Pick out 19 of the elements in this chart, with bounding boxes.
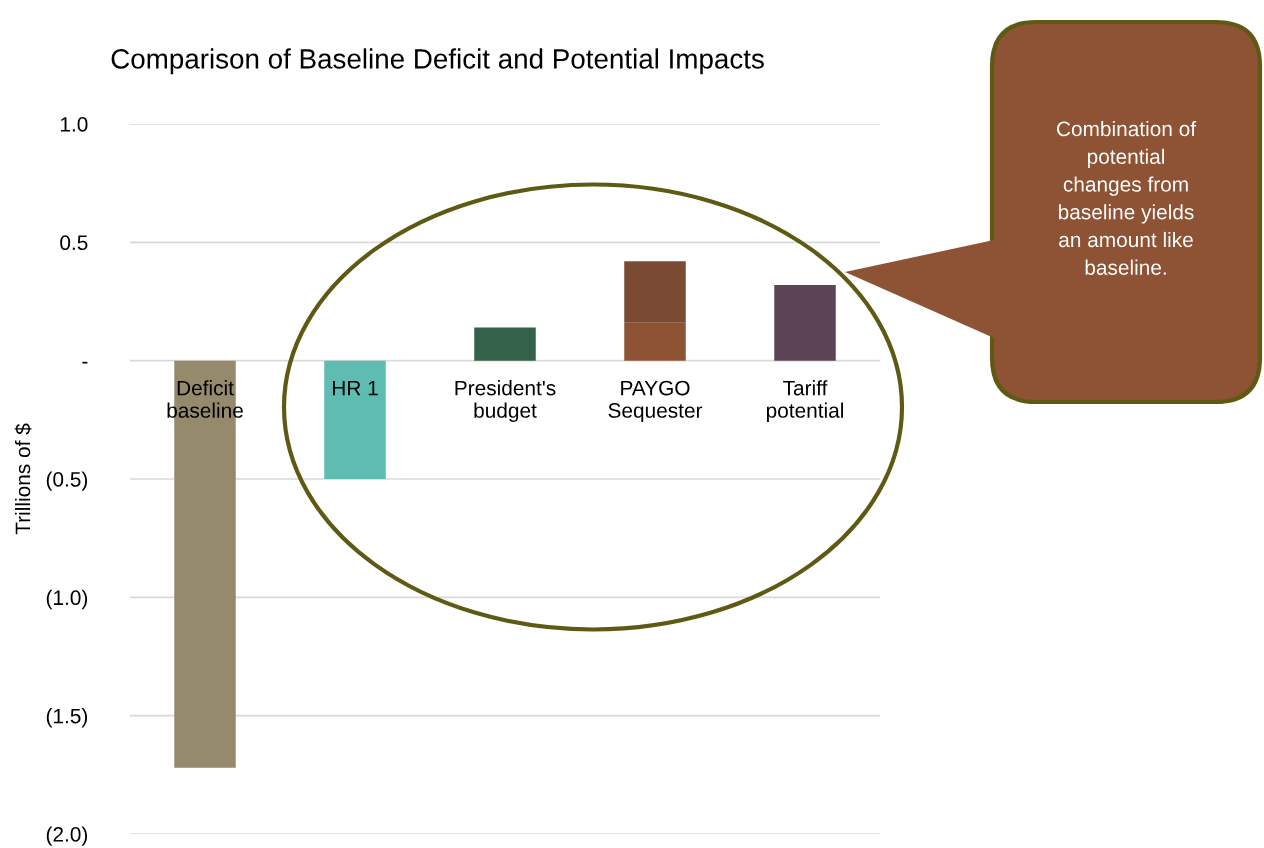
text: Combination of potential changes from baseline yields an amount like baseline. <box>1057 120 1197 275</box>
bar <box>774 284 836 361</box>
y-axis-title: Trillions of $ <box>14 423 32 535</box>
y-tick-label: (1.5) <box>46 708 88 728</box>
y-tick-label: (0.5) <box>46 471 88 491</box>
x-tick-label: President's budget <box>455 380 556 422</box>
chart-title: Comparison of Baseline Deficit and Potential Impacts <box>111 48 764 75</box>
bar <box>324 360 386 479</box>
y-tick-label: (2.0) <box>46 826 88 846</box>
bar <box>624 261 686 323</box>
x-tick-label: Tariff potential <box>766 380 843 422</box>
y-tick-label: 0.5 <box>60 235 88 251</box>
y-tick-label: (1.0) <box>46 589 88 610</box>
bar <box>624 322 686 361</box>
y-tick-label: 1.0 <box>60 117 88 132</box>
bar <box>474 327 536 361</box>
x-tick-label: PAYGO Sequester <box>608 380 703 422</box>
y-tick-label: - <box>82 361 88 364</box>
x-tick-label: HR 1 <box>332 380 378 396</box>
